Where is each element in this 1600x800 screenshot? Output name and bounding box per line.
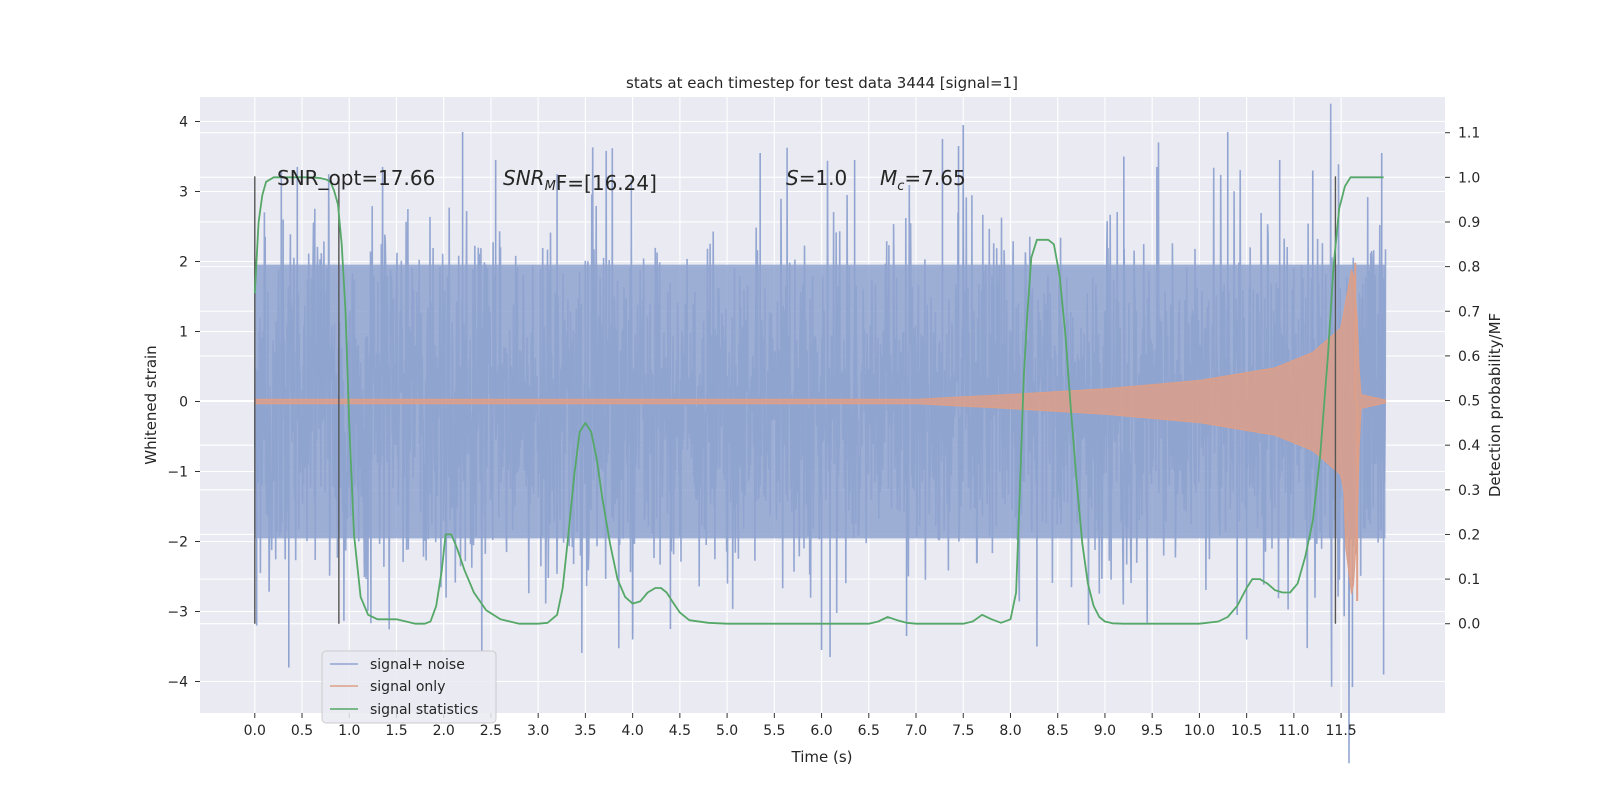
x-tick-label-17: 8.5: [1047, 723, 1069, 739]
legend-label-signal-only: signal only: [370, 679, 445, 695]
y2-tick-label-3: 0.3: [1458, 483, 1480, 499]
annotation-mc-subscript: c: [897, 179, 904, 194]
x-tick-label-21: 10.5: [1231, 723, 1262, 739]
y-tick-label-2: −2: [167, 535, 188, 551]
signal-statistics-line: [253, 176, 1384, 625]
tick-labels: 0.0 0.5 1.0 1.5 2.0 2.5 3.0 3.5 4.0 4.5 5.0 5.5 6.0 6…: [167, 115, 1480, 740]
signal-only-series: [254, 262, 1387, 601]
legend-label-signal-noise: signal+ noise: [370, 657, 465, 673]
y-tick-label-7: 3: [179, 185, 188, 201]
annotation-mc: Mc=7.65: [880, 166, 966, 194]
y-tick-label-4: 0: [179, 395, 188, 411]
x-tick-label-12: 6.0: [810, 723, 832, 739]
y-tick-label-1: −3: [167, 605, 188, 621]
y-tick-label-0: −4: [167, 675, 188, 691]
x-tick-label-19: 9.5: [1141, 723, 1163, 739]
x-tick-label-22: 11.0: [1278, 723, 1309, 739]
x-tick-label-11: 5.5: [763, 723, 785, 739]
legend: signal+ noise signal only signal statist…: [321, 650, 497, 724]
y2-tick-label-6: 0.6: [1458, 349, 1480, 365]
y2-tick-label-8: 0.8: [1458, 260, 1480, 276]
y2-tick-label-11: 1.1: [1458, 126, 1480, 142]
y-tick-label-8: 4: [179, 115, 188, 131]
annotation-snr-mf-symbol: SNR: [503, 166, 545, 190]
x-tick-label-18: 9.0: [1094, 723, 1116, 739]
y2-tick-label-0: 0.0: [1458, 617, 1480, 633]
x-tick-label-0: 0.0: [244, 723, 266, 739]
x-tick-label-6: 3.0: [527, 723, 549, 739]
x-tick-label-5: 2.5: [480, 723, 502, 739]
x-tick-label-23: 11.5: [1326, 723, 1357, 739]
x-tick-label-4: 2.0: [433, 723, 455, 739]
signal-statistics-series: [253, 176, 1384, 625]
y2-tick-label-5: 0.5: [1458, 394, 1480, 410]
y2-tick-label-4: 0.4: [1458, 438, 1480, 454]
y-tick-label-5: 1: [179, 325, 188, 341]
y2-tick-label-1: 0.1: [1458, 572, 1480, 588]
y2-tick-label-9: 0.9: [1458, 215, 1480, 231]
annotation-snr-mf-value: F=[16.24]: [556, 171, 657, 195]
annotation-snr-mf: SNRMF=[16.24]: [503, 166, 657, 195]
x-tick-label-8: 4.0: [621, 723, 643, 739]
x-tick-label-14: 7.0: [905, 723, 927, 739]
x-tick-label-16: 8.0: [999, 723, 1021, 739]
annotation-snr-opt: SNR_opt=17.66: [277, 166, 435, 190]
legend-label-signal-statistics: signal statistics: [370, 702, 478, 718]
y2-tick-label-10: 1.0: [1458, 170, 1480, 186]
annotation-s-value: =1.0: [799, 166, 848, 190]
y2-tick-label-2: 0.2: [1458, 527, 1480, 543]
x-tick-label-9: 4.5: [669, 723, 691, 739]
x-tick-label-13: 6.5: [858, 723, 880, 739]
x-tick-label-10: 5.0: [716, 723, 738, 739]
annotation-s-symbol: S: [786, 166, 799, 190]
y2-axis-label: Detection probability/MF: [1486, 313, 1504, 497]
x-tick-label-2: 1.0: [338, 723, 360, 739]
y-axis-label: Whitened strain: [142, 345, 160, 464]
annotation-s: S=1.0: [786, 166, 847, 190]
y-tick-label-3: −1: [167, 465, 188, 481]
annotation-mc-value: =7.65: [904, 166, 965, 190]
chart-title: stats at each timestep for test data 344…: [626, 74, 1018, 92]
x-tick-label-3: 1.5: [385, 723, 407, 739]
annotation-snr-mf-subscript: M: [545, 179, 556, 194]
x-tick-label-7: 3.5: [574, 723, 596, 739]
y-tick-label-6: 2: [179, 255, 188, 271]
legend-box: [321, 650, 497, 724]
x-tick-label-1: 0.5: [291, 723, 313, 739]
annotation-mc-symbol: M: [880, 166, 897, 190]
signal-only-envelope: [254, 269, 1387, 594]
x-tick-label-15: 7.5: [952, 723, 974, 739]
x-axis-label: Time (s): [791, 748, 853, 766]
x-tick-label-20: 10.0: [1184, 723, 1215, 739]
y2-tick-label-7: 0.7: [1458, 304, 1480, 320]
